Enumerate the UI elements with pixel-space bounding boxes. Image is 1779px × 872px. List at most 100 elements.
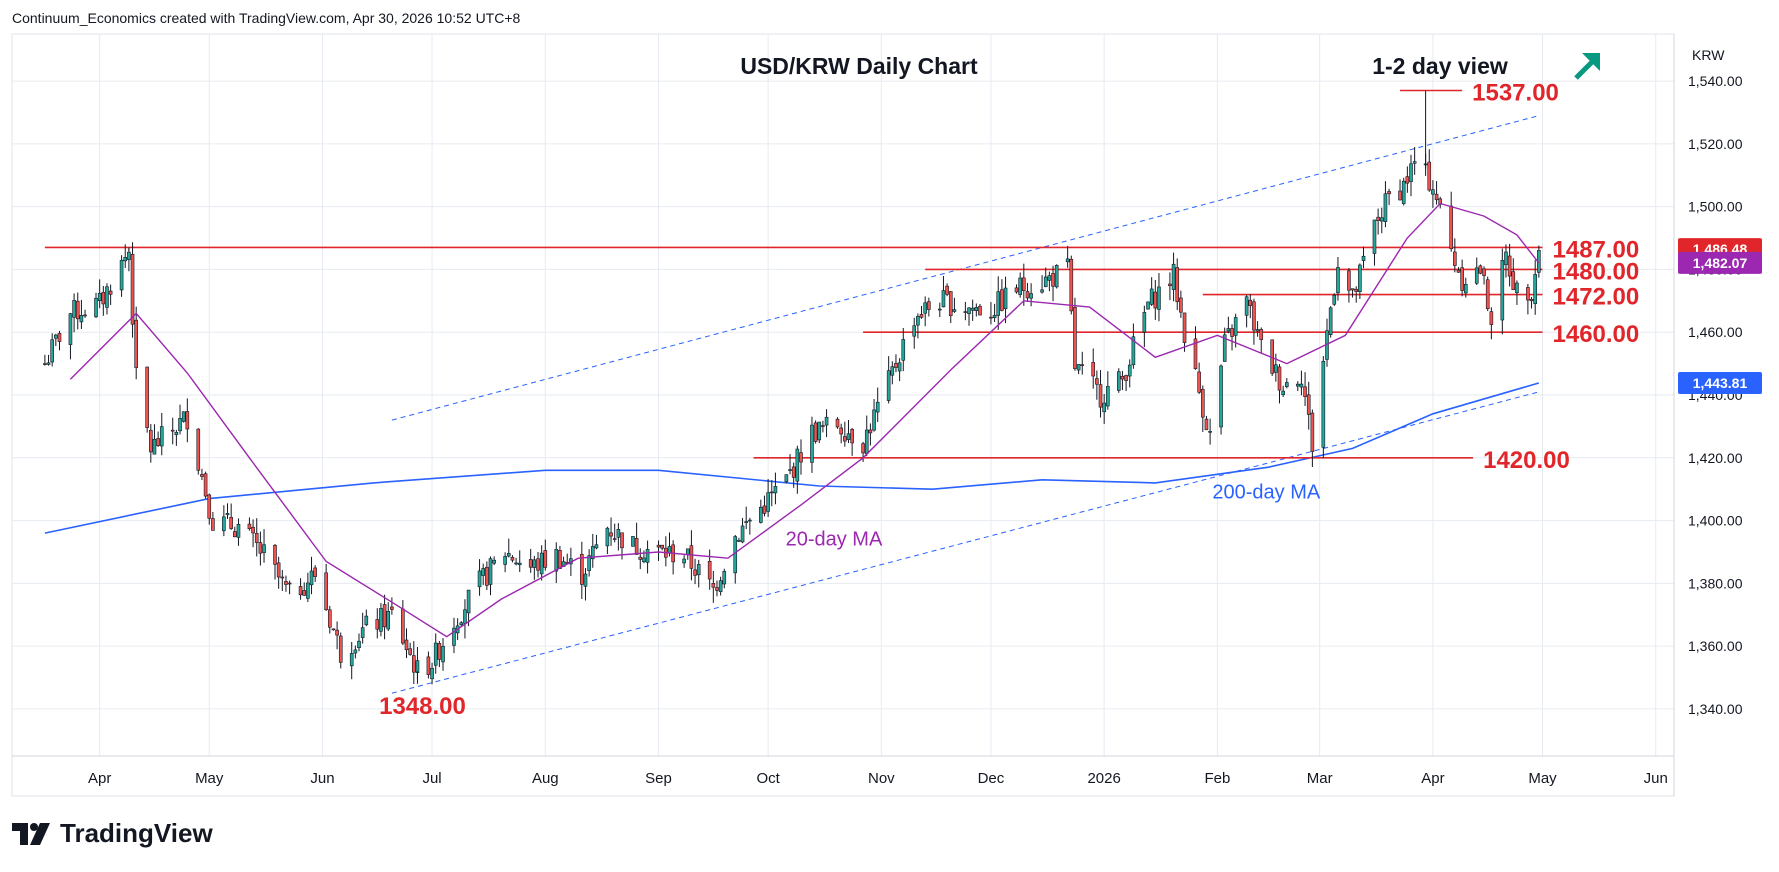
ma200-line <box>44 382 1540 534</box>
candle-body <box>748 519 752 522</box>
candle-body <box>1434 193 1439 201</box>
candle-body <box>689 545 694 569</box>
candle-body <box>1526 287 1530 301</box>
candle-body <box>1065 258 1070 263</box>
candle-body <box>1095 378 1099 385</box>
candle-body <box>225 513 230 516</box>
price-axis[interactable]: 1,340.00 1,360.00 1,380.00 1,400.00 1,420.00… <box>1678 73 1762 717</box>
y-tick-label: 1,340.00 <box>1688 701 1743 717</box>
candle-body <box>850 428 854 444</box>
candle-body <box>251 526 255 534</box>
level-label: 1420.00 <box>1483 447 1570 474</box>
candle-body <box>149 429 153 453</box>
candle-body <box>1124 375 1128 381</box>
candle-body <box>1014 287 1019 293</box>
candle-body <box>1091 362 1096 377</box>
candle-body <box>1043 276 1048 288</box>
candle-body <box>43 363 47 365</box>
candle-body <box>1182 312 1187 343</box>
candle-body <box>656 544 661 548</box>
candle-body <box>799 452 803 463</box>
candle-body <box>236 524 241 538</box>
candle-body <box>203 473 208 497</box>
candle-body <box>1321 360 1326 448</box>
candle-body <box>360 627 365 638</box>
candle-body <box>1102 402 1106 413</box>
x-tick-label: Aug <box>532 770 559 787</box>
candle-body <box>791 466 796 478</box>
candle-body <box>916 316 920 326</box>
candle-body <box>1347 270 1351 291</box>
candle-body <box>1106 386 1110 407</box>
candle-body <box>886 370 891 401</box>
x-tick-label: Oct <box>756 770 780 787</box>
x-tick-label: Jul <box>422 770 441 787</box>
x-tick-label: Jun <box>310 770 334 787</box>
candle-body <box>1248 299 1253 306</box>
time-axis[interactable]: Apr May Jun Jul Aug Sep Oct Nov Dec 2026 Feb Mar Apr… <box>88 770 1668 787</box>
brand[interactable]: TradingView <box>12 818 213 849</box>
candle-body <box>937 308 942 311</box>
y-tick-label: 1,360.00 <box>1688 638 1743 654</box>
candle-body <box>919 314 924 318</box>
candle-body <box>94 297 98 318</box>
candle-body <box>1500 260 1505 321</box>
candle-body <box>1029 293 1033 299</box>
ma-label: 200-day MA <box>1212 482 1320 504</box>
candle-body <box>433 642 438 666</box>
level-label: 1487.00 <box>1553 236 1640 263</box>
candle-body <box>382 604 387 628</box>
candle-body <box>817 421 822 441</box>
candle-body <box>485 566 489 586</box>
candle-body <box>123 257 128 262</box>
candle-body <box>978 305 982 316</box>
candle-body <box>302 590 307 596</box>
candle-body <box>718 580 723 593</box>
candle-body <box>492 559 496 564</box>
level-label: 1460.00 <box>1553 321 1640 348</box>
x-tick-label: 2026 <box>1087 770 1120 787</box>
candle-body <box>50 339 54 363</box>
candle-body <box>1515 282 1519 294</box>
candle-body <box>127 251 131 260</box>
candle-body <box>1299 383 1304 388</box>
candle-body <box>707 560 712 580</box>
candle-body <box>159 426 164 447</box>
candle-body <box>1449 205 1453 250</box>
x-tick-label: May <box>195 770 224 787</box>
candle-body <box>101 291 106 305</box>
candle-body <box>1507 255 1512 277</box>
candle-body <box>1054 265 1059 288</box>
candle-body <box>1277 366 1282 391</box>
candle-body <box>1222 334 1227 362</box>
view-horizon: 1-2 day view <box>1372 53 1508 79</box>
candle-body <box>1463 283 1468 294</box>
candle-body <box>1000 289 1004 311</box>
candle-body <box>1252 301 1256 331</box>
candle-body <box>901 339 906 361</box>
candle-body <box>843 436 847 442</box>
grid <box>12 34 1674 756</box>
candle-body <box>273 544 277 565</box>
candle-body <box>992 314 997 318</box>
candle-body <box>1025 291 1030 299</box>
candle-body <box>1412 161 1417 164</box>
candle-body <box>1208 431 1212 433</box>
candle-body <box>948 291 953 316</box>
candle-body <box>1098 384 1103 408</box>
candle-body <box>280 576 285 579</box>
y-tick-label: 1,540.00 <box>1688 73 1743 89</box>
candle-body <box>875 401 880 413</box>
candle-body <box>46 362 51 365</box>
candle-body <box>1157 286 1161 310</box>
candle-body <box>1328 307 1333 336</box>
candle-body <box>1336 267 1340 294</box>
candle-body <box>375 619 380 630</box>
candle-body <box>682 558 686 564</box>
candle-body <box>1379 217 1384 222</box>
candle-body <box>1153 291 1158 309</box>
candle-body <box>481 568 486 576</box>
candle-body <box>890 366 895 376</box>
candle-body <box>463 609 467 624</box>
